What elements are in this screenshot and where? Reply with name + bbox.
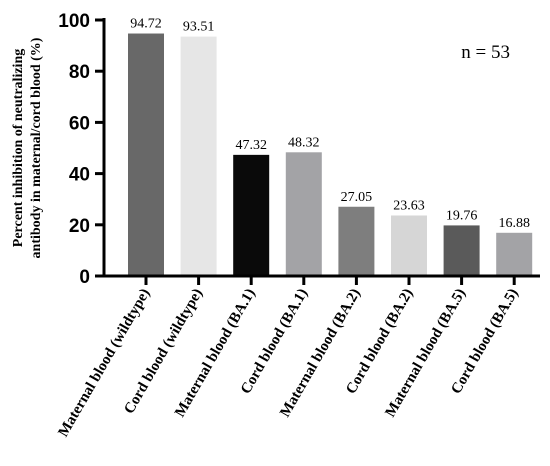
sample-size-annotation: n = 53 [461,42,510,63]
bar [496,232,533,276]
y-tick-label: 60 [69,113,90,134]
category-labels-group: Maternal blood (wildtype)Cord blood (wil… [55,286,521,440]
bar [128,33,164,276]
data-label: 93.51 [183,20,215,35]
y-axis-title: Percent inhibition of neutralizing antib… [11,37,44,258]
data-label: 23.63 [393,199,425,214]
y-axis-title-line-1: Percent inhibition of neutralizing [11,49,26,247]
data-label: 19.76 [446,208,478,223]
category-label: Maternal blood (wildtype) [55,286,153,440]
bar [391,215,427,276]
y-axis: 0 20 40 60 80 100 [58,11,106,288]
data-label: 94.72 [130,17,162,32]
data-label: 27.05 [341,190,373,205]
y-tick-label: 20 [69,216,90,237]
bar [443,225,480,276]
bar [338,206,375,276]
bar [285,152,322,276]
y-tick-label: 0 [79,267,90,288]
y-tick-label: 40 [69,165,90,186]
y-axis-title-line-2: antibody in maternal/cord blood (%) [29,37,44,258]
data-label: 47.32 [235,138,267,153]
bar [180,36,217,277]
y-tick-label: 100 [58,11,90,32]
bar [233,154,270,276]
y-tick-label: 80 [69,62,90,83]
x-axis [102,274,540,285]
data-label: 48.32 [288,135,320,150]
value-labels-group: 94.72 93.51 47.32 48.32 27.05 23.63 19.76 16.88 [130,17,530,231]
bars-group [128,33,533,277]
data-label: 16.88 [498,216,530,231]
